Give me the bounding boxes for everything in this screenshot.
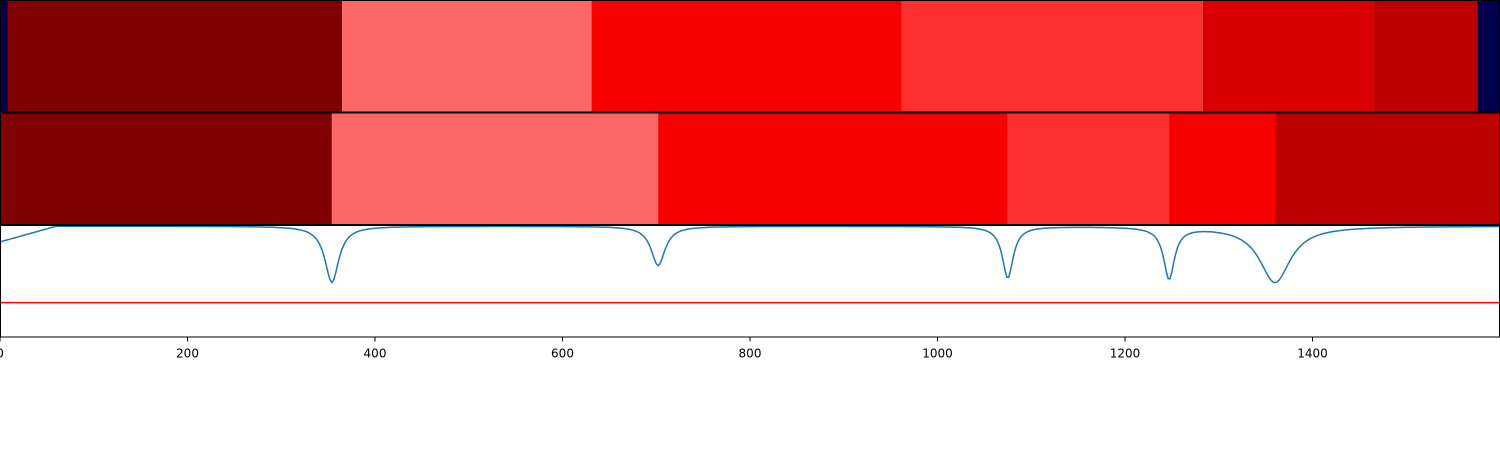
x-tick-label-5: 1000 [922,347,953,361]
heatmap-row-1-segment-4 [1169,112,1275,225]
heatmap-row-0-segment-5 [1202,0,1374,113]
heatmap-row-0-segment-6 [1373,0,1478,113]
x-tick-label-0: 0 [0,347,4,361]
x-tick-label-2: 400 [364,347,387,361]
heatmap-row-0-segment-1 [7,0,343,113]
heatmap-row-0-segment-7 [1477,0,1500,113]
x-axis: 0 200 400 600 800 1000 1200 1400 [0,337,1328,361]
heatmap-row-1-segment-3 [1007,112,1170,225]
x-tick-label-1: 200 [176,347,199,361]
line-panel [0,225,1500,338]
x-tick-label-6: 1200 [1110,347,1141,361]
heatmap-row-1-segment-5 [1275,112,1500,225]
heatmap-row-0-segment-0 [0,0,8,113]
x-tick-label-3: 600 [551,347,574,361]
signal-line [0,225,1500,284]
heatmap-row-0-segment-4 [901,0,1203,113]
line-panel-frame [0,225,1500,338]
heatmap-row-1-segment-1 [331,112,659,225]
heatmap-row-1-segment-2 [658,112,1008,225]
heatmap-row-0-segment-3 [591,0,902,113]
heatmap-row-0-segment-2 [342,0,592,113]
x-tick-label-7: 1400 [1297,347,1328,361]
heatmap-row-1-segment-0 [0,112,332,225]
x-tick-label-4: 800 [739,347,762,361]
heatmap-rows [0,0,1500,225]
